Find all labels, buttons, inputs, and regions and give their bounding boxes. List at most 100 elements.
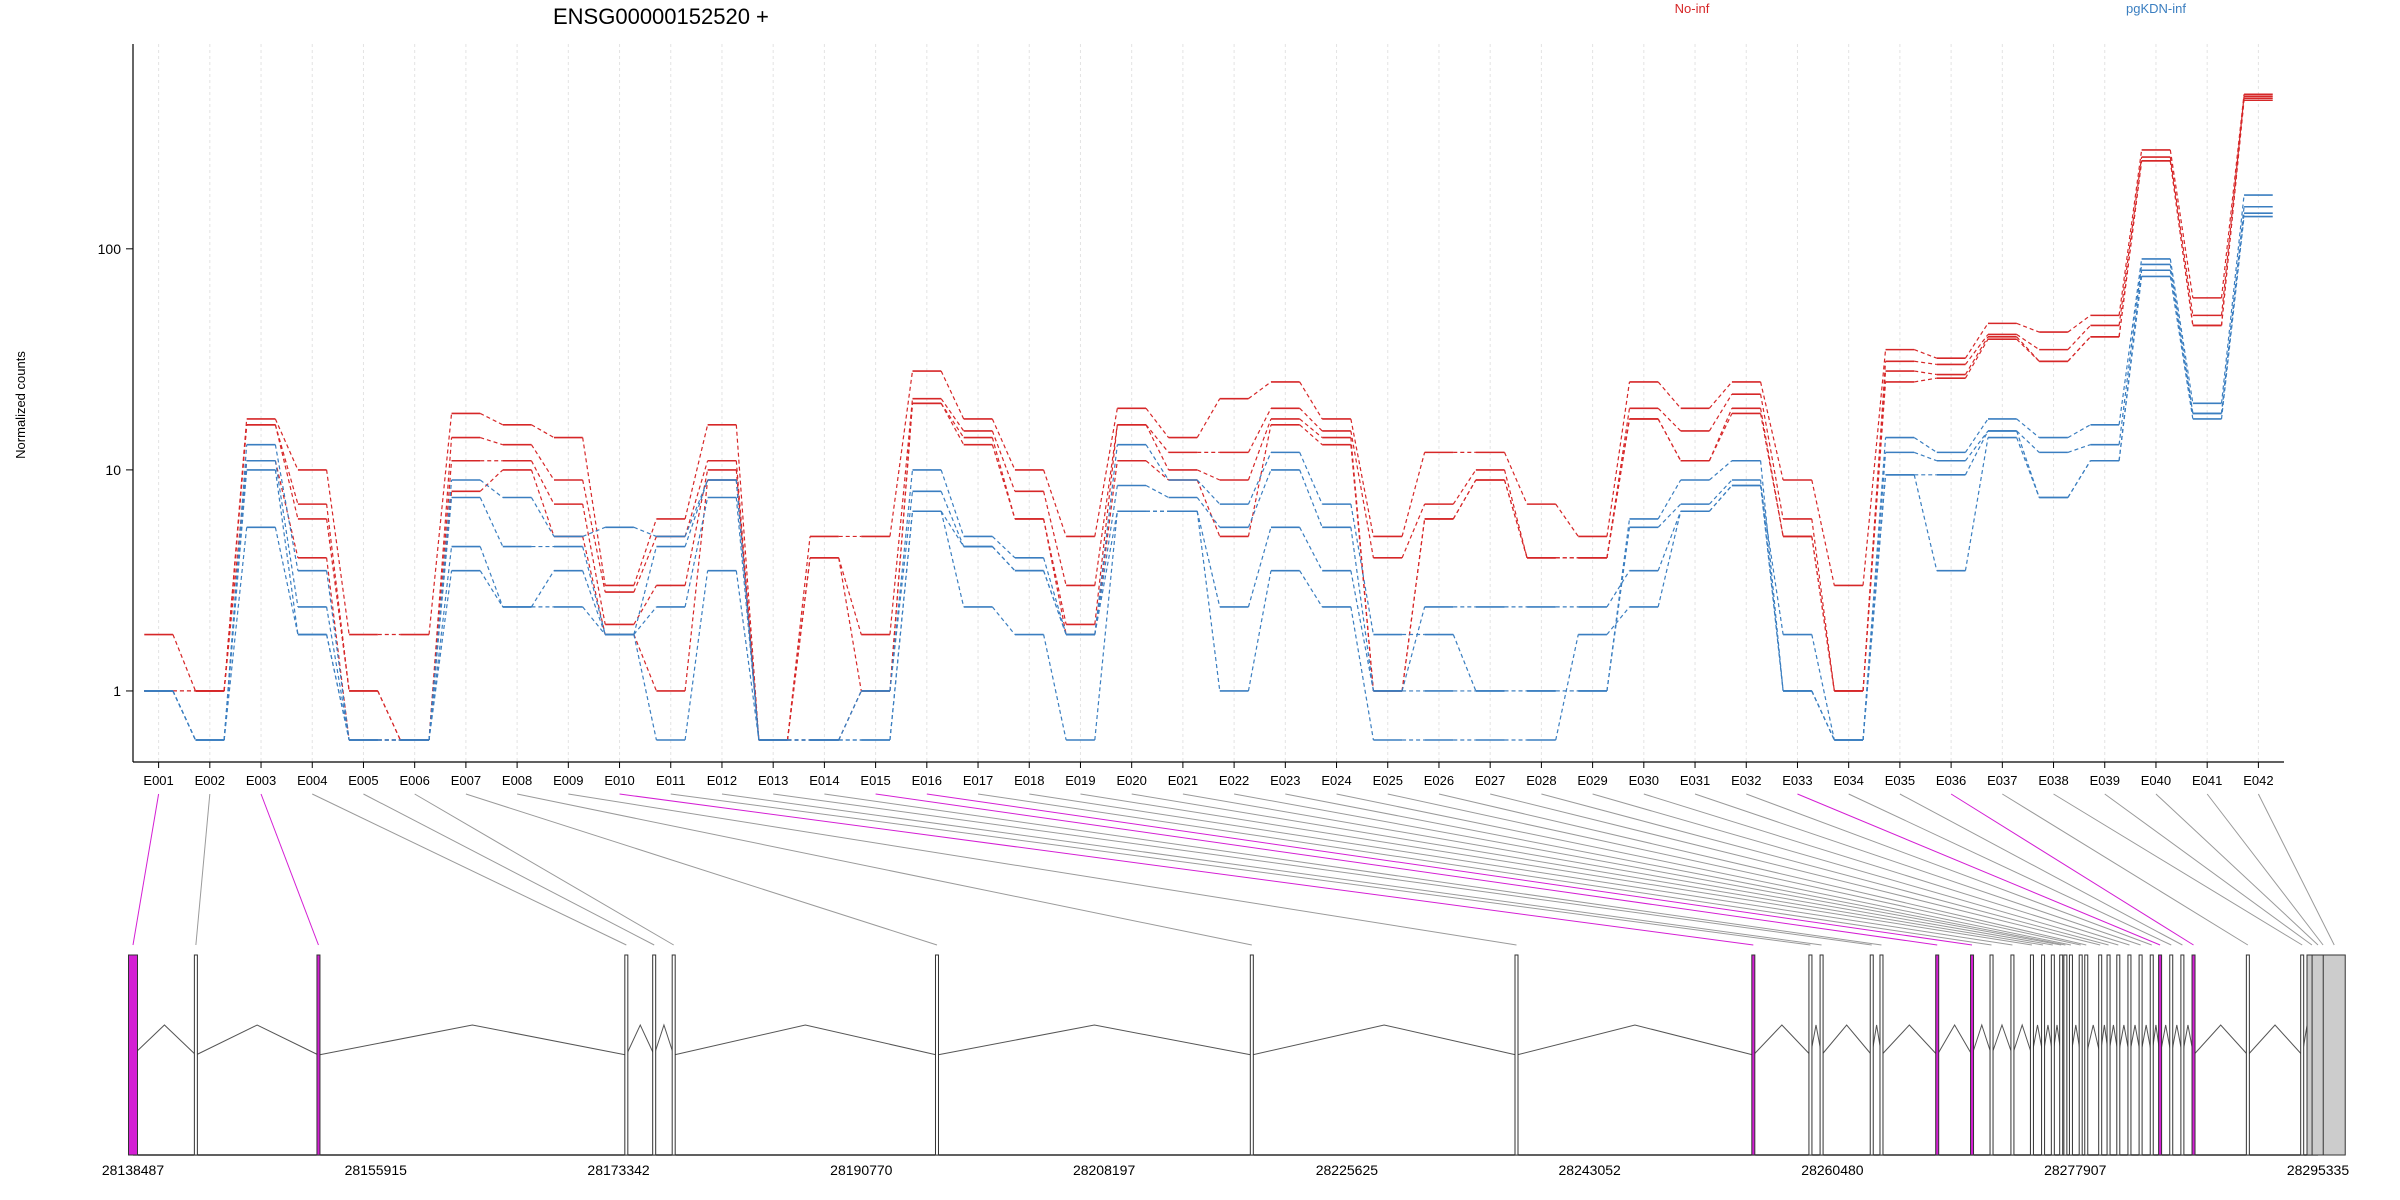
exon-transition-segment bbox=[531, 424, 555, 439]
exon-transition-segment bbox=[1964, 430, 1989, 476]
genomic-coordinate-label: 28208197 bbox=[1073, 1162, 1136, 1178]
exon-box bbox=[2180, 954, 2185, 1156]
exon-transition-segment bbox=[1964, 336, 1989, 375]
exon-transition-segment bbox=[530, 497, 555, 537]
exon-transition-segment bbox=[684, 497, 709, 608]
exon-transition-segment bbox=[274, 418, 299, 471]
exon-box bbox=[2138, 954, 2143, 1156]
exon-transition-segment bbox=[172, 690, 197, 741]
exon-transition-segment bbox=[223, 469, 248, 741]
exon-transition-segment bbox=[940, 469, 965, 537]
exon-transition-segment bbox=[2220, 216, 2245, 420]
exon-transition-segment bbox=[1913, 437, 1938, 453]
exon-transition-segment bbox=[2067, 444, 2091, 453]
exon-box bbox=[2084, 954, 2089, 1156]
exon-transition-segment bbox=[1094, 408, 1118, 537]
exon-transition-segment bbox=[428, 413, 453, 635]
exon-transition-segment bbox=[1862, 349, 1887, 586]
series-pgkdn-inf bbox=[144, 194, 2273, 741]
exon-transition-segment bbox=[325, 504, 350, 692]
exon-box bbox=[671, 954, 676, 1156]
exon-transition-segment bbox=[633, 634, 657, 741]
exon-connector bbox=[2002, 793, 2249, 946]
x-tick-label: E002 bbox=[195, 773, 225, 788]
exon-transition-segment bbox=[1708, 460, 1733, 481]
exon-transition-segment bbox=[428, 460, 453, 741]
exon-transition-segment bbox=[633, 606, 657, 635]
x-tick-label: E030 bbox=[1629, 773, 1659, 788]
genomic-coordinate-label: 28225625 bbox=[1316, 1162, 1379, 1178]
exon-box bbox=[2029, 954, 2034, 1156]
x-tick-label: E031 bbox=[1680, 773, 1710, 788]
exon-box bbox=[193, 954, 198, 1156]
exon-transition-segment bbox=[991, 536, 1016, 559]
exon-transition-segment bbox=[889, 511, 914, 741]
exon-transition-segment bbox=[1299, 407, 1323, 432]
exon-transition-segment bbox=[274, 444, 299, 571]
exon-transition-segment bbox=[1350, 504, 1375, 635]
exon-transition-segment bbox=[2118, 160, 2143, 337]
exon-transition-segment bbox=[1248, 381, 1272, 400]
exon-transition-segment bbox=[1145, 424, 1170, 453]
exon-connector bbox=[568, 793, 1517, 946]
exon-transition-segment bbox=[1247, 527, 1272, 608]
exon-transition-segment bbox=[1657, 511, 1682, 608]
intron-line bbox=[1971, 1023, 1993, 1056]
exon-transition-segment bbox=[1914, 360, 1937, 366]
exon-connectors bbox=[132, 793, 2335, 946]
exon-transition-segment bbox=[1657, 479, 1682, 520]
intron-line bbox=[1936, 1024, 1973, 1056]
intron-line bbox=[625, 1023, 655, 1056]
exon-transition-segment bbox=[582, 437, 606, 586]
exon-transition-segment bbox=[1247, 452, 1272, 505]
exon-transition-segment bbox=[479, 479, 504, 498]
exon-box bbox=[652, 954, 657, 1156]
exon-transition-segment bbox=[786, 557, 811, 741]
exon-transition-segment bbox=[1094, 424, 1118, 586]
exon-transition-segment bbox=[1606, 606, 1630, 635]
x-tick-label: E014 bbox=[809, 773, 839, 788]
exon-transition-segment bbox=[582, 570, 606, 635]
exon-transition-segment bbox=[1350, 606, 1375, 741]
intron-line bbox=[653, 1023, 675, 1056]
exon-transition-segment bbox=[1094, 511, 1118, 635]
exon-transition-segment bbox=[428, 546, 453, 741]
genomic-coordinate-label: 28190770 bbox=[830, 1162, 893, 1178]
exon-transition-segment bbox=[889, 469, 914, 692]
exon-box bbox=[1989, 954, 1994, 1156]
intron-line bbox=[2011, 1023, 2033, 1056]
exon-transition-segment bbox=[1196, 479, 1221, 537]
x-tick-label: E042 bbox=[2243, 773, 2273, 788]
exon-transition-segment bbox=[735, 497, 760, 741]
exon-connector bbox=[1336, 793, 2072, 946]
exon-box bbox=[1869, 954, 1874, 1156]
exon-transition-segment bbox=[786, 536, 811, 741]
exon-transition-segment bbox=[1299, 424, 1323, 446]
exon-box bbox=[1514, 954, 1519, 1156]
series-no-inf bbox=[144, 99, 2273, 741]
genomic-coordinate-label: 28243052 bbox=[1559, 1162, 1622, 1178]
exon-transition-segment bbox=[1043, 570, 1067, 635]
chart-title: ENSG00000152520 + bbox=[553, 4, 769, 29]
exon-transition-segment bbox=[735, 570, 760, 741]
exon-box bbox=[1751, 954, 1756, 1156]
genomic-coordinate-label: 28155915 bbox=[345, 1162, 408, 1178]
exon-transition-segment bbox=[1196, 469, 1221, 481]
exon-transition-segment bbox=[1350, 444, 1375, 692]
exon-connector bbox=[1234, 793, 2062, 946]
exon-transition-segment bbox=[1964, 437, 1989, 571]
exon-transition-segment bbox=[838, 557, 862, 692]
exon-transition-segment bbox=[1964, 338, 1989, 379]
exon-transition-segment bbox=[582, 546, 606, 635]
exon-transition-segment bbox=[684, 424, 709, 520]
exon-connector bbox=[1950, 793, 2194, 946]
x-tick-label: E017 bbox=[963, 773, 993, 788]
exon-transition-segment bbox=[2067, 325, 2091, 351]
exon-transition-segment bbox=[479, 570, 504, 608]
exon-transition-segment bbox=[1811, 518, 1835, 692]
exon-connector bbox=[132, 793, 160, 946]
exon-transition-segment bbox=[1196, 511, 1221, 692]
exon-transition-segment bbox=[889, 398, 914, 635]
x-tick-label: E034 bbox=[1833, 773, 1863, 788]
intron-line bbox=[2247, 1024, 2303, 1056]
